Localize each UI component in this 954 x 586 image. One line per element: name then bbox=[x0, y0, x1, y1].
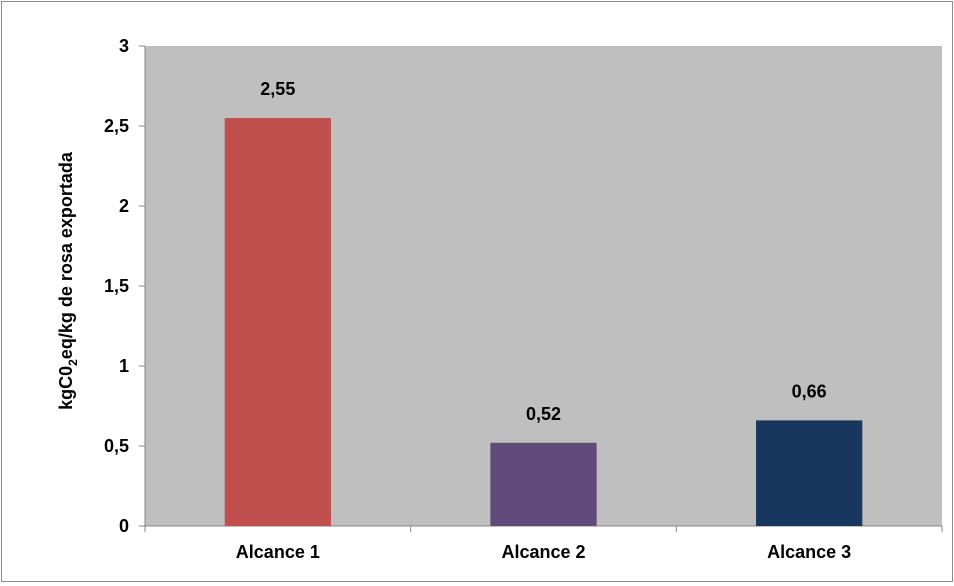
y-axis-title-suffix: eq/kg de rosa exportada bbox=[56, 151, 76, 359]
y-axis-title: kgC02eq/kg de rosa exportada bbox=[56, 151, 80, 410]
x-tick-label: Alcance 1 bbox=[236, 542, 320, 562]
y-tick-label: 2 bbox=[119, 196, 129, 216]
labels: 2,55 Alcance 1 0,52 Alcance 2 0,66 Alcance 3 bbox=[236, 79, 851, 562]
data-label: 0,66 bbox=[792, 381, 827, 401]
y-axis-title-prefix: kgC0 bbox=[56, 366, 76, 410]
y-tick-label: 1 bbox=[119, 356, 129, 376]
y-tick-label: 1,5 bbox=[104, 276, 129, 296]
y-axis-title-subscript: 2 bbox=[66, 359, 80, 366]
y-tick-label: 2,5 bbox=[104, 116, 129, 136]
x-tick-label: Alcance 3 bbox=[767, 542, 851, 562]
bars bbox=[224, 118, 863, 526]
y-tick-label: 0 bbox=[119, 516, 129, 536]
bar bbox=[756, 420, 863, 526]
x-tick-label: Alcance 2 bbox=[501, 542, 585, 562]
data-label: 0,52 bbox=[526, 404, 561, 424]
bar bbox=[490, 442, 597, 526]
y-tick-label: 3 bbox=[119, 36, 129, 56]
y-tick-label: 0,5 bbox=[104, 436, 129, 456]
data-label: 2,55 bbox=[260, 79, 295, 99]
bar bbox=[224, 118, 331, 526]
